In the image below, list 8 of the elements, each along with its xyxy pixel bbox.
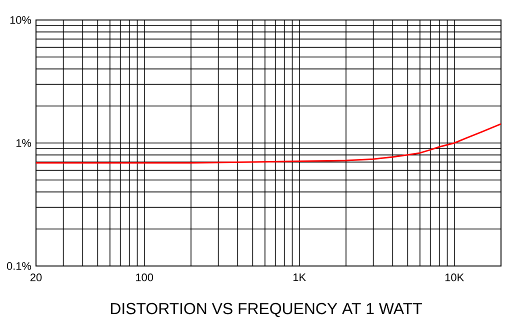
- y-tick-label: 0.1%: [6, 262, 32, 270]
- y-tick-label: 10%: [10, 16, 32, 24]
- x-tick-label: 10K: [445, 274, 464, 282]
- y-tick-label: 1%: [16, 139, 32, 147]
- x-tick-label: 1K: [293, 274, 306, 282]
- text: DISTORTION VS FREQUENCY AT 1 WATT: [110, 302, 422, 318]
- x-tick-label: 100: [136, 274, 154, 282]
- x-tick-label: 20: [30, 274, 42, 282]
